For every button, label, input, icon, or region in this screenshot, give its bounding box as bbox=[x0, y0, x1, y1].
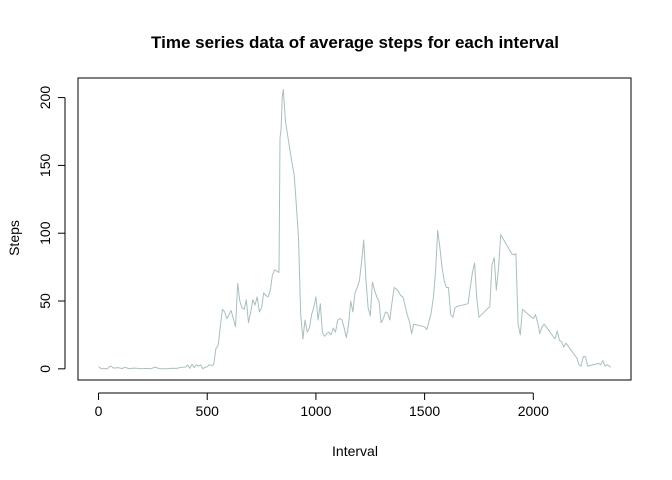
y-tick-label: 150 bbox=[37, 154, 53, 178]
chart-title: Time series data of average steps for ea… bbox=[151, 33, 559, 52]
y-axis: 0 50 100 150 200 bbox=[37, 86, 66, 373]
x-axis: 0 500 1000 1500 2000 bbox=[95, 392, 549, 419]
y-tick-label: 50 bbox=[37, 293, 53, 309]
y-tick-label: 0 bbox=[37, 365, 53, 373]
x-tick-label: 500 bbox=[196, 403, 220, 419]
series-layer bbox=[98, 88, 611, 370]
x-axis-label: Interval bbox=[332, 443, 378, 459]
y-tick-label: 200 bbox=[37, 86, 53, 110]
y-tick-label: 100 bbox=[37, 221, 53, 245]
plot-frame bbox=[77, 77, 632, 381]
y-axis-label: Steps bbox=[6, 220, 22, 256]
x-tick-label: 0 bbox=[95, 403, 103, 419]
series-line bbox=[98, 88, 611, 370]
x-tick-label: 2000 bbox=[518, 403, 549, 419]
x-tick-label: 1000 bbox=[300, 403, 331, 419]
x-tick-label: 1500 bbox=[409, 403, 440, 419]
